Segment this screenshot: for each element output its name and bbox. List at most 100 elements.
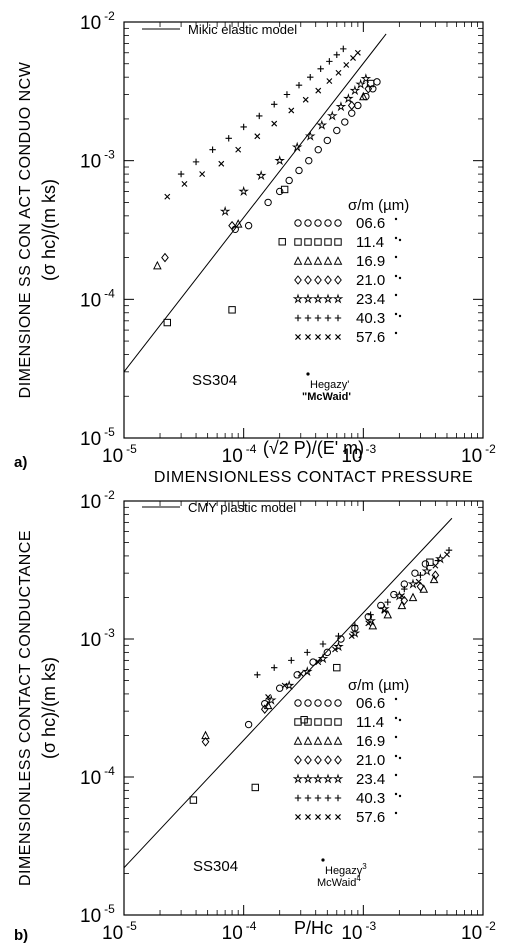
data-point <box>192 158 200 166</box>
data-point <box>421 560 430 568</box>
legend-marker <box>294 275 302 285</box>
source-note-hegazy: Hegazy' <box>310 379 349 391</box>
legend-source-dot <box>394 236 398 240</box>
legend-marker <box>314 794 322 802</box>
legend-marker <box>323 736 333 745</box>
legend-marker <box>334 718 342 726</box>
legend-marker <box>314 699 322 707</box>
legend-marker <box>335 334 341 340</box>
data-point <box>281 682 288 689</box>
data-point <box>354 49 361 56</box>
legend-marker <box>314 718 322 726</box>
legend-marker <box>324 718 332 726</box>
data-point <box>315 87 322 94</box>
y-tick-label: 10 -5 <box>80 902 115 927</box>
data-point <box>233 219 243 228</box>
data-point <box>432 562 439 569</box>
series-plus <box>177 45 347 178</box>
legend-source-dot <box>394 255 398 259</box>
data-point <box>164 193 171 200</box>
data-point <box>275 684 284 692</box>
legend-marker <box>315 814 321 820</box>
data-point <box>254 671 261 679</box>
legend-marker <box>294 699 302 707</box>
legend-source-dot <box>398 756 402 760</box>
data-point <box>238 185 249 196</box>
model-legend-label: CMY plastic model <box>188 500 296 515</box>
y-axis-title: DIMENSIONE SS CON ACT CONDUO NCW <box>17 61 34 398</box>
x-tick-label: 10 -5 <box>102 919 137 943</box>
legend-marker <box>334 219 342 227</box>
data-point <box>332 646 338 653</box>
y-axis-title: DIMENSIONLESS CONTACT CONDUCTANCE <box>17 530 34 886</box>
legend-marker <box>302 293 314 304</box>
legend-source-dot <box>394 274 398 278</box>
legend-marker <box>334 314 342 322</box>
legend-marker <box>335 814 341 820</box>
data-point <box>304 130 316 141</box>
data-point <box>343 93 354 104</box>
data-point <box>341 118 349 126</box>
source-dot <box>321 858 325 862</box>
legend-source-dot <box>394 331 398 335</box>
data-point <box>309 658 317 666</box>
legend-source-dot <box>398 718 402 722</box>
data-point <box>274 155 285 166</box>
data-point <box>401 585 408 593</box>
data-point <box>398 593 405 599</box>
data-point <box>383 609 393 619</box>
data-point <box>323 648 332 657</box>
model-line <box>124 517 453 869</box>
legend-marker <box>294 238 302 246</box>
series-plus <box>254 547 453 679</box>
data-point <box>326 58 333 65</box>
data-point <box>153 260 162 270</box>
legend-marker <box>294 755 302 765</box>
data-point <box>244 720 253 729</box>
legend-marker <box>324 314 332 322</box>
legend-title: σ/m (µm) <box>348 677 409 694</box>
legend-source-dot <box>394 811 398 815</box>
data-point <box>431 570 440 580</box>
y-tick-label: 10 -4 <box>80 286 115 311</box>
legend-series-label: 11.4 <box>356 234 384 251</box>
data-point <box>271 664 278 671</box>
legend-marker <box>333 736 343 745</box>
legend-source-dot <box>398 238 402 242</box>
data-point <box>326 78 333 85</box>
legend-source-dot <box>394 217 398 221</box>
series-circle <box>244 560 430 729</box>
data-point <box>314 145 322 154</box>
legend-series-label: 06.6 <box>356 215 385 232</box>
legend-marker <box>294 219 302 227</box>
x-tick-label: 10 -2 <box>461 919 496 943</box>
legend-marker <box>325 334 331 340</box>
legend-marker <box>304 275 312 285</box>
legend-marker <box>295 814 301 820</box>
legend-source-dot <box>394 697 398 701</box>
data-point <box>350 55 356 61</box>
data-point <box>307 73 314 81</box>
data-point <box>355 78 366 89</box>
data-point <box>302 96 309 103</box>
legend-marker <box>312 293 324 304</box>
data-point <box>291 141 303 152</box>
legend-marker <box>323 256 333 265</box>
data-point <box>283 91 291 98</box>
data-point <box>347 100 356 111</box>
legend-marker <box>314 219 322 227</box>
data-point <box>426 558 434 566</box>
legend-marker <box>313 736 323 745</box>
data-point <box>348 109 356 117</box>
y-tick-label: 10 -3 <box>80 148 115 173</box>
data-point <box>199 171 206 178</box>
source-dot <box>306 372 310 376</box>
data-point <box>326 110 338 121</box>
legend-marker <box>304 314 312 322</box>
data-point <box>251 783 259 792</box>
data-point <box>354 101 362 110</box>
model-legend-label: Mikic elastic model <box>188 22 297 37</box>
data-point <box>365 615 376 626</box>
x-tick-label: 10 -3 <box>341 919 376 943</box>
